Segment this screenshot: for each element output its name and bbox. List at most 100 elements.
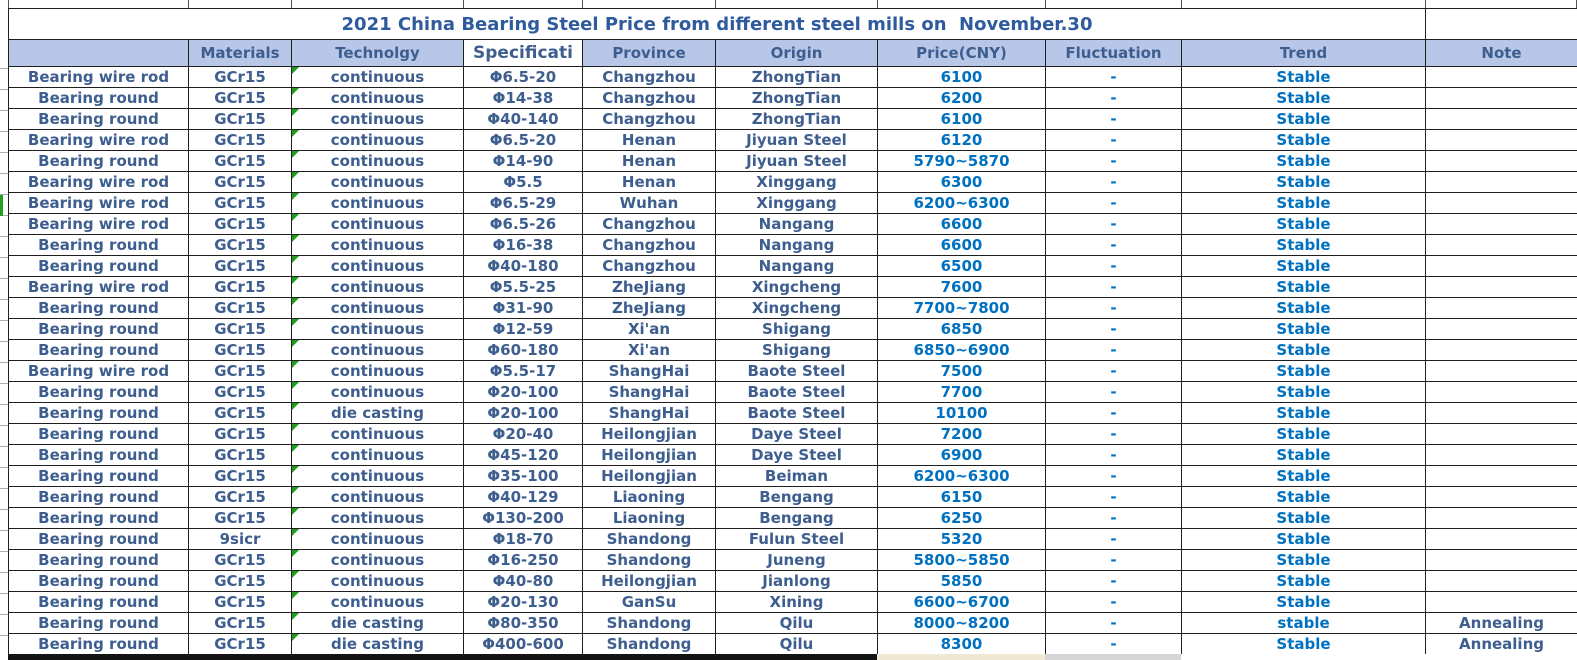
cell-material[interactable]: GCr15 [188,318,292,340]
cell-product[interactable]: Bearing round [8,423,189,445]
cell-product[interactable]: Bearing wire rod [8,171,189,193]
cell-specification[interactable]: Φ20-100 [463,402,583,424]
cell-origin[interactable]: Xining [715,591,878,613]
cell-province[interactable]: Liaoning [582,486,716,508]
cell-trend[interactable]: Stable [1180,129,1427,151]
cell-technology[interactable]: continuous [291,381,464,403]
cell-product[interactable]: Bearing wire rod [8,360,189,382]
cell-province[interactable]: Changzhou [582,213,716,235]
cell-fluctuation[interactable]: - [1045,486,1182,508]
cell-note[interactable] [1425,192,1577,214]
cell-material[interactable]: GCr15 [188,444,292,466]
cell-trend[interactable]: Stable [1180,87,1427,109]
cell-origin[interactable]: Jianlong [715,570,878,592]
cell-province[interactable]: Changzhou [582,87,716,109]
cell-origin[interactable]: Nangang [715,213,878,235]
cell-note[interactable] [1425,465,1577,487]
cell-product[interactable]: Bearing round [8,87,189,109]
cell-note[interactable] [1425,486,1577,508]
cell-material[interactable]: GCr15 [188,633,292,655]
cell-price[interactable]: 6120 [877,129,1046,151]
cell-technology[interactable]: continuous [291,276,464,298]
cell-origin[interactable]: Bengang [715,507,878,529]
cell-origin[interactable]: Jiyuan Steel [715,129,878,151]
cell-trend[interactable]: Stable [1180,108,1427,130]
cell-origin[interactable]: Baote Steel [715,402,878,424]
cell-price[interactable]: 8000~8200 [877,612,1046,634]
cell-product[interactable]: Bearing round [8,402,189,424]
cell-specification[interactable]: Φ6.5-20 [463,66,583,88]
cell-price[interactable]: 6100 [877,108,1046,130]
cell-price[interactable]: 5790~5870 [877,150,1046,172]
cell-province[interactable]: ShangHai [582,402,716,424]
cell-note[interactable] [1425,444,1577,466]
cell-specification[interactable]: Φ31-90 [463,297,583,319]
cell-fluctuation[interactable]: - [1045,339,1182,361]
cell-fluctuation[interactable]: - [1045,150,1182,172]
cell-trend[interactable]: Stable [1180,150,1427,172]
cell-technology[interactable]: die casting [291,633,464,655]
cell-specification[interactable]: Φ5.5-17 [463,360,583,382]
cell-fluctuation[interactable]: - [1045,549,1182,571]
cell-material[interactable]: GCr15 [188,507,292,529]
cell-material[interactable]: GCr15 [188,591,292,613]
cell-fluctuation[interactable]: - [1045,297,1182,319]
cell-material[interactable]: GCr15 [188,465,292,487]
cell-note[interactable] [1425,339,1577,361]
cell-material[interactable]: GCr15 [188,213,292,235]
cell-specification[interactable]: Φ20-40 [463,423,583,445]
cell-specification[interactable]: Φ40-140 [463,108,583,130]
cell-province[interactable]: Heilongjian [582,423,716,445]
cell-product[interactable]: Bearing round [8,444,189,466]
cell-technology[interactable]: continuous [291,234,464,256]
cell-fluctuation[interactable]: - [1045,465,1182,487]
cell-trend[interactable]: Stable [1180,171,1427,193]
cell-price[interactable]: 8300 [877,633,1046,655]
cell-specification[interactable]: Φ16-250 [463,549,583,571]
cell-province[interactable]: Shandong [582,549,716,571]
cell-origin[interactable]: Xinggang [715,192,878,214]
cell-origin[interactable]: Bengang [715,486,878,508]
cell-fluctuation[interactable]: - [1045,402,1182,424]
cell-origin[interactable]: Nangang [715,255,878,277]
cell-price[interactable]: 6150 [877,486,1046,508]
cell-price[interactable]: 7500 [877,360,1046,382]
cell-technology[interactable]: continuous [291,255,464,277]
cell-material[interactable]: GCr15 [188,234,292,256]
cell-trend[interactable]: Stable [1180,549,1427,571]
cell-origin[interactable]: Juneng [715,549,878,571]
cell-specification[interactable]: Φ45-120 [463,444,583,466]
cell-trend[interactable]: Stable [1180,444,1427,466]
cell-trend[interactable]: Stable [1180,528,1427,550]
cell-province[interactable]: Changzhou [582,255,716,277]
cell-province[interactable]: Changzhou [582,108,716,130]
cell-note[interactable] [1425,591,1577,613]
cell-product[interactable]: Bearing wire rod [8,192,189,214]
cell-price[interactable]: 6500 [877,255,1046,277]
cell-fluctuation[interactable]: - [1045,255,1182,277]
cell-price[interactable]: 6200~6300 [877,192,1046,214]
cell-specification[interactable]: Φ40-80 [463,570,583,592]
cell-product[interactable]: Bearing round [8,255,189,277]
cell-technology[interactable]: continuous [291,192,464,214]
cell-fluctuation[interactable]: - [1045,633,1182,655]
column-header-price[interactable]: Price(CNY) [877,39,1046,67]
cell-fluctuation[interactable]: - [1045,66,1182,88]
cell-technology[interactable]: continuous [291,129,464,151]
cell-province[interactable]: Heilongjian [582,444,716,466]
cell-note[interactable] [1425,276,1577,298]
cell-note[interactable] [1425,528,1577,550]
cell-note[interactable] [1425,318,1577,340]
cell-origin[interactable]: Baote Steel [715,381,878,403]
cell-specification[interactable]: Φ12-59 [463,318,583,340]
cell-technology[interactable]: continuous [291,339,464,361]
cell-province[interactable]: Henan [582,171,716,193]
cell-origin[interactable]: Daye Steel [715,423,878,445]
cell-fluctuation[interactable]: - [1045,360,1182,382]
cell-material[interactable]: GCr15 [188,570,292,592]
cell-province[interactable]: Wuhan [582,192,716,214]
cell-technology[interactable]: continuous [291,570,464,592]
cell-trend[interactable]: Stable [1180,381,1427,403]
cell-product[interactable]: Bearing round [8,612,189,634]
cell-note[interactable] [1425,423,1577,445]
